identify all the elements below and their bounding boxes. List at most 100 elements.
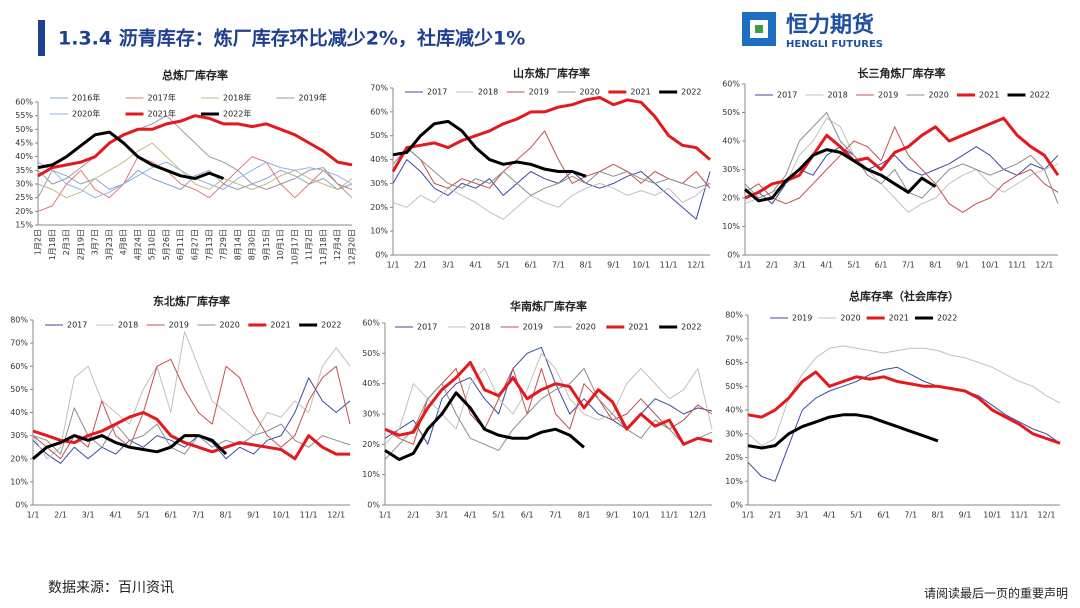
series-line — [37, 142, 353, 199]
legend-label: 2017 — [67, 321, 87, 330]
y-tick-label: 70% — [10, 339, 28, 348]
legend-label: 2020 — [220, 321, 240, 330]
x-tick-label: 4/1 — [109, 511, 122, 520]
x-tick-label: 11/1 — [300, 511, 318, 520]
series-line — [747, 370, 1061, 445]
legend-label: 2020 — [929, 91, 949, 100]
x-tick-label: 7/1 — [192, 511, 205, 520]
y-tick-label: 10% — [10, 477, 28, 486]
x-tick-label: 3/1 — [435, 511, 448, 520]
x-tick-label: 4/1 — [820, 261, 833, 270]
x-tick-label: 12/1 — [689, 511, 707, 520]
x-tick-label: 1/1 — [739, 261, 752, 270]
x-tick-label: 1/1 — [379, 511, 392, 520]
x-tick-label: 6月11日 — [176, 229, 185, 260]
x-tick-label: 1/1 — [387, 261, 400, 270]
x-tick-label: 7/1 — [902, 261, 915, 270]
slide-title: 1.3.4 沥青库存：炼厂库存环比减少2%，社库减少1% — [58, 27, 525, 50]
x-tick-label: 2/1 — [414, 261, 427, 270]
y-tick-label: 50% — [15, 125, 33, 134]
legend-label: 2022 — [321, 321, 341, 330]
legend-label: 2020 — [580, 88, 600, 97]
y-tick-label: 40% — [362, 379, 380, 388]
x-tick-label: 11/1 — [660, 511, 678, 520]
x-tick-label: 10/1 — [983, 511, 1001, 520]
legend-label: 2018 — [118, 321, 138, 330]
chart: 总炼厂库存率 15% 20% 25% 30% 35% 40% 45% 50% 55% 60% 1月2日… — [15, 68, 356, 265]
legend-label: 2020年 — [72, 109, 100, 119]
x-tick-label: 2/1 — [769, 511, 782, 520]
y-tick-label: 55% — [15, 111, 33, 120]
legend-label: 2019 — [878, 91, 898, 100]
x-tick-label: 6/1 — [877, 511, 890, 520]
chart: 华南炼厂库存率 0% 10% 20% 30% 40% 50% 60% 1/1 2/1 3/1 4/1 5… — [362, 299, 713, 520]
x-tick-label: 4月24日 — [133, 229, 142, 260]
x-tick-label: 12/1 — [1035, 261, 1053, 270]
x-tick-label: 9/1 — [959, 511, 972, 520]
y-tick-label: 20% — [725, 453, 743, 462]
x-tick-label: 12/1 — [687, 261, 705, 270]
y-tick-label: 20% — [370, 203, 388, 212]
x-tick-label: 2月19日 — [76, 229, 85, 260]
x-tick-label: 2月3日 — [62, 229, 71, 255]
logo-cn: 恒力期货 — [786, 12, 874, 38]
x-tick-label: 8/1 — [580, 261, 593, 270]
legend-label: 2019 — [523, 323, 543, 332]
legend-label: 2018 — [478, 88, 498, 97]
y-tick-label: 40% — [370, 155, 388, 164]
series-line — [392, 119, 587, 178]
x-tick-label: 3月7日 — [91, 229, 100, 255]
legend-label: 2017 — [777, 91, 797, 100]
x-tick-label: 4/1 — [464, 511, 477, 520]
y-tick-label: 40% — [725, 406, 743, 415]
y-tick-label: 35% — [15, 166, 33, 175]
series-line — [744, 117, 1059, 213]
series-line — [37, 115, 353, 199]
y-tick-label: 50% — [10, 385, 28, 394]
x-tick-label: 10/1 — [272, 511, 290, 520]
series-line — [744, 126, 1059, 213]
logo: 恒力期货 HENGLI FUTURES — [742, 12, 883, 50]
y-tick-label: 30% — [722, 165, 740, 174]
y-tick-label: 20% — [10, 454, 28, 463]
series-line — [37, 130, 225, 180]
series-line — [391, 96, 711, 173]
y-tick-label: 15% — [15, 221, 33, 230]
series-line — [747, 413, 939, 450]
y-tick-label: 20% — [15, 207, 33, 216]
y-tick-label: 60% — [370, 107, 388, 116]
x-tick-label: 5/1 — [492, 511, 505, 520]
x-tick-label: 1/1 — [742, 511, 755, 520]
legend-label: 2021 — [270, 321, 290, 330]
series-line — [384, 368, 713, 460]
x-tick-label: 9/1 — [247, 511, 260, 520]
legend-label: 2019 — [792, 314, 812, 323]
legend-label: 2017 — [427, 88, 447, 97]
x-tick-label: 3/1 — [442, 261, 455, 270]
x-tick-label: 6/1 — [164, 511, 177, 520]
y-tick-label: 50% — [362, 349, 380, 358]
series-line — [392, 130, 711, 189]
legend-label: 2022 — [937, 314, 957, 323]
x-tick-label: 9/1 — [956, 261, 969, 270]
chart-title: 长三角炼厂库存率 — [858, 66, 946, 80]
x-tick-label: 5/1 — [847, 261, 860, 270]
series-line — [37, 114, 353, 178]
y-tick-label: 25% — [15, 193, 33, 202]
series-line — [37, 169, 353, 198]
y-tick-label: 60% — [725, 358, 743, 367]
x-tick-label: 6月27日 — [191, 229, 200, 260]
y-tick-label: 70% — [370, 84, 388, 93]
x-tick-label: 6/1 — [521, 511, 534, 520]
source-note: 数据来源：百川资讯 — [48, 580, 174, 596]
legend-label: 2022 — [1030, 91, 1050, 100]
series-line — [32, 411, 350, 461]
y-tick-label: 0% — [730, 501, 743, 510]
series-line — [384, 360, 713, 446]
x-tick-label: 8月30日 — [248, 229, 257, 260]
y-tick-label: 60% — [722, 80, 740, 89]
x-tick-label: 1月2日 — [34, 229, 43, 255]
series-line — [32, 358, 351, 460]
x-tick-label: 2/1 — [766, 261, 779, 270]
chart: 总库存率（社会库存） 0% 10% 20% 30% 40% 50% 60% 70% 80% 1/1 2… — [725, 289, 1061, 520]
